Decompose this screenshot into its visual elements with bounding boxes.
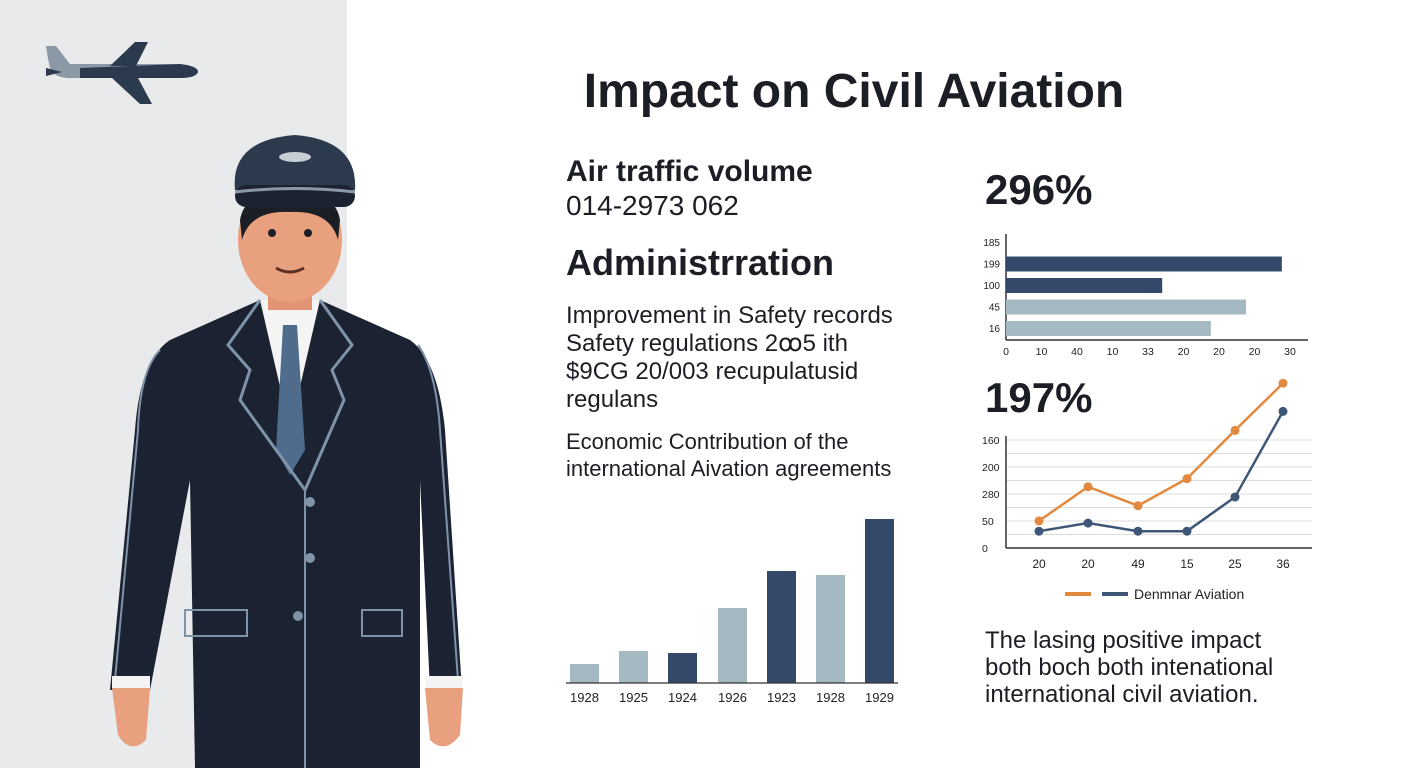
hbar-category-label: 185 [983, 238, 1000, 249]
line-y-tick: 50 [982, 516, 994, 528]
line-x-tick: 20 [1081, 557, 1095, 571]
line-point [1133, 526, 1143, 536]
line-point [1083, 482, 1093, 492]
vbar-category-label: 1923 [767, 690, 796, 705]
line-point [1230, 492, 1240, 502]
legend-label: Denmnar Aviation [1134, 586, 1244, 602]
vbar-bar [619, 651, 648, 683]
hbar-x-tick: 30 [1284, 346, 1296, 358]
hbar-bar [1006, 256, 1282, 272]
hbar-bar [1006, 321, 1211, 336]
vbar-bar [668, 653, 697, 683]
line-x-tick: 15 [1180, 557, 1194, 571]
pilot-illustration [110, 135, 463, 768]
vbar-category-label: 1928 [570, 690, 599, 705]
hbar-x-tick: 40 [1071, 346, 1083, 358]
vbar-bar [767, 571, 796, 683]
line-x-tick: 49 [1131, 557, 1145, 571]
hbar-bar [1006, 278, 1163, 293]
vbar-bar [865, 519, 894, 683]
line-point [1278, 378, 1288, 388]
hbar-category-label: 45 [989, 303, 1001, 314]
bottom-line: both boch both intenational [985, 654, 1274, 681]
line-point [1182, 526, 1192, 536]
hbar-x-tick: 20 [1249, 346, 1261, 358]
vbar-bar [570, 664, 599, 683]
hbar-x-tick: 0 [1003, 346, 1009, 358]
hbar-bar [1006, 299, 1246, 315]
vbar-bar [718, 608, 747, 683]
safety-line: Safety regulations 2ꝏ5 ith [566, 330, 848, 357]
line-point [1278, 406, 1288, 416]
hbar-x-tick: 10 [1036, 346, 1048, 358]
economic-line: international Aivation agreements [566, 456, 892, 481]
economic-line: Economic Contribution of the [566, 429, 849, 454]
vbar-category-label: 1928 [816, 690, 845, 705]
vbar-bar [816, 575, 845, 683]
vbar-category-label: 1924 [668, 690, 697, 705]
line-point [1182, 474, 1192, 484]
bottom-paragraph: The lasing positive impact both boch bot… [985, 627, 1273, 708]
stat-top: 296% [985, 166, 1093, 213]
stat-mid: 197% [985, 374, 1093, 421]
airplane-icon [46, 42, 198, 104]
line-point [1034, 516, 1044, 526]
line-y-tick: 160 [982, 435, 1000, 447]
line-x-tick: 25 [1228, 557, 1242, 571]
bottom-line: The lasing positive impact [985, 627, 1262, 654]
hbar-category-label: 16 [989, 324, 1001, 335]
line-y-tick: 0 [982, 543, 988, 555]
line-point [1133, 501, 1143, 511]
page-title: Impact on Civil Aviation [583, 65, 1125, 118]
hbar-x-tick: 20 [1178, 346, 1190, 358]
vbar-category-label: 1929 [865, 690, 894, 705]
line-x-tick: 36 [1276, 557, 1290, 571]
line-x-tick: 20 [1032, 557, 1046, 571]
hbar-category-label: 100 [983, 281, 1000, 292]
economic-paragraph: Economic Contribution of the internation… [566, 428, 891, 482]
line-point [1083, 518, 1093, 528]
air-traffic-heading: Air traffic volume [566, 155, 813, 188]
safety-line: Improvement in Safety records [566, 302, 893, 329]
line-point [1230, 425, 1240, 435]
hbar-x-tick: 10 [1107, 346, 1119, 358]
line-y-tick: 200 [982, 462, 1000, 474]
vbar-category-label: 1926 [718, 690, 747, 705]
safety-line: regulans [566, 386, 659, 413]
safety-line: $9CG 20/003 recupulatusid [566, 358, 859, 385]
hbar-x-tick: 20 [1213, 346, 1225, 358]
hbar-category-label: 199 [983, 260, 1000, 271]
line-series-0 [1038, 382, 1284, 522]
hbar-x-tick: 33 [1142, 346, 1154, 358]
vbar-category-label: 1925 [619, 690, 648, 705]
safety-paragraph: Improvement in Safety records Safety reg… [566, 302, 893, 414]
air-traffic-value: 014-2973 062 [566, 190, 739, 221]
line-point [1034, 526, 1044, 536]
admin-heading: Administrration [566, 242, 835, 283]
bottom-line: international civil aviation. [985, 681, 1259, 708]
line-series-1 [1038, 410, 1285, 533]
line-y-tick: 280 [982, 489, 1000, 501]
